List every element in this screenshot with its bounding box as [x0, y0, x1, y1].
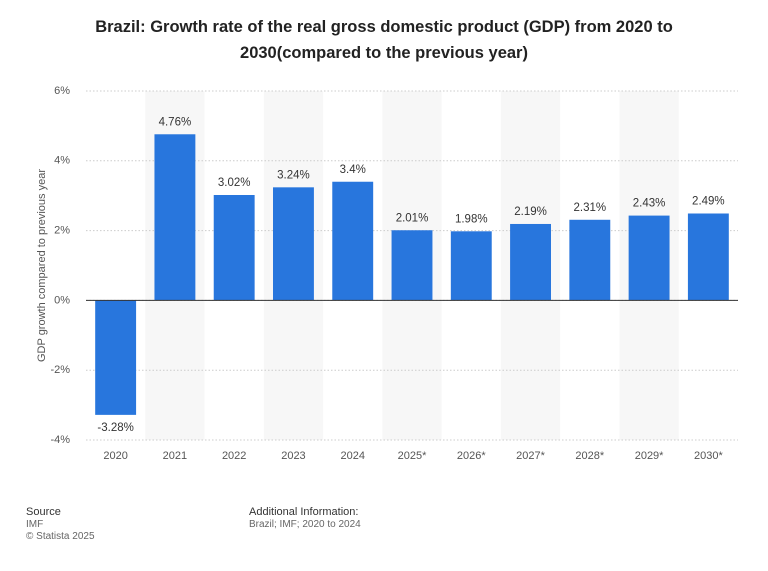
value-label: 3.4% — [340, 164, 366, 176]
bar — [569, 219, 611, 301]
value-label: 2.43% — [633, 198, 666, 210]
copyright: © Statista 2025 — [26, 531, 95, 542]
y-tick-label: -4% — [50, 434, 70, 446]
bar — [450, 231, 492, 301]
chart: -4% -2% 0% 2% 4% 6% GDP growth compared to pre… — [36, 85, 738, 462]
x-tick-label: 2027* — [516, 450, 545, 462]
x-tick-label: 2030* — [694, 450, 723, 462]
bar — [95, 300, 137, 415]
value-label: 2.01% — [396, 212, 429, 224]
x-tick-label: 2021 — [163, 450, 187, 462]
bar — [391, 230, 433, 301]
x-tick-label: 2028* — [575, 450, 604, 462]
info-title: Additional Information: — [249, 506, 359, 518]
source-title: Source — [26, 506, 61, 518]
info-block: Additional Information: Brazil; IMF; 202… — [249, 506, 361, 531]
bar — [510, 223, 551, 301]
value-label: 2.31% — [574, 202, 607, 214]
x-tick-label: 2020 — [103, 450, 127, 462]
x-tick-label: 2029* — [635, 450, 664, 462]
value-label: 4.76% — [159, 116, 192, 128]
bar — [687, 213, 729, 301]
y-tick-label: 0% — [54, 294, 70, 306]
bar — [332, 181, 374, 301]
value-label: -3.28% — [97, 422, 133, 434]
x-tick-label: 2026* — [457, 450, 486, 462]
source-block: Source IMF © Statista 2025 — [26, 506, 95, 543]
bar — [273, 187, 314, 301]
x-tick-label: 2025* — [398, 450, 427, 462]
value-label: 3.02% — [218, 177, 251, 189]
value-label: 2.19% — [514, 206, 547, 218]
bar — [213, 195, 255, 301]
bar — [154, 134, 196, 301]
info: Brazil; IMF; 2020 to 2024 — [249, 519, 361, 530]
value-label: 2.49% — [692, 196, 725, 208]
source: IMF — [26, 519, 44, 530]
value-label: 1.98% — [455, 213, 488, 225]
x-tick-label: 2023 — [281, 450, 305, 462]
value-label: 3.24% — [277, 169, 310, 181]
bar — [628, 215, 670, 301]
y-axis-label: GDP growth compared to previous year — [36, 169, 48, 362]
x-tick-label: 2022 — [222, 450, 246, 462]
chart-title: Brazil: Growth rate of the real gross do… — [95, 18, 673, 62]
y-tick-label: -2% — [50, 364, 70, 376]
y-tick-label: 6% — [54, 85, 70, 97]
x-tick-label: 2024 — [340, 450, 364, 462]
y-tick-label: 2% — [54, 225, 70, 237]
y-tick-label: 4% — [54, 155, 70, 167]
